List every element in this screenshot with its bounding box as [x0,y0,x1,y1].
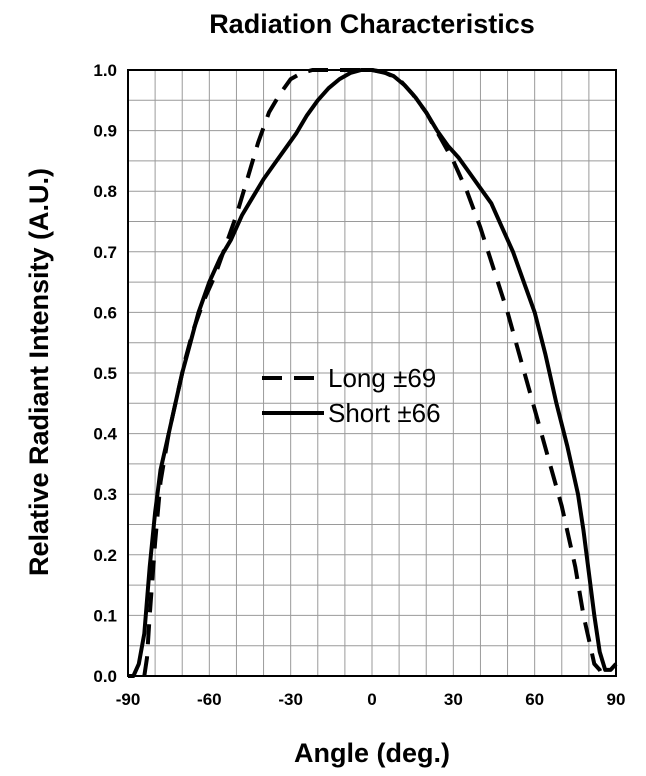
x-tick-label: -90 [116,690,141,709]
x-axis-label: Angle (deg.) [294,738,450,768]
y-axis-label: Relative Radiant Intensity (A.U.) [24,168,54,576]
legend: Long ±69 Short ±66 [262,363,441,428]
y-tick-label: 0.0 [93,667,117,686]
y-tick-label: 0.4 [93,425,117,444]
y-tick-label: 0.9 [93,122,117,141]
y-tick-label: 0.5 [93,364,117,383]
legend-label: Long ±69 [328,363,436,393]
x-tick-label: 60 [525,690,544,709]
plot-frame [127,69,617,677]
tick-labels: -90 -60 -30 0 30 60 90 0.0 0.1 0.2 0.3 0.4 0.5 0.6 0.7… [93,61,625,709]
y-tick-label: 0.6 [93,303,117,322]
x-tick-label: 90 [607,690,626,709]
x-tick-label: 30 [444,690,463,709]
x-tick-label: 0 [367,690,376,709]
y-tick-label: 0.2 [93,546,117,565]
x-tick-label: -60 [197,690,222,709]
y-tick-label: 0.1 [93,606,117,625]
x-tick-label: -30 [278,690,303,709]
y-tick-label: 0.7 [93,243,117,262]
grid [127,69,617,677]
y-tick-label: 0.8 [93,182,117,201]
y-tick-label: 1.0 [93,61,117,80]
chart-title: Radiation Characteristics [209,9,535,39]
legend-label: Short ±66 [328,398,441,428]
y-tick-label: 0.3 [93,485,117,504]
